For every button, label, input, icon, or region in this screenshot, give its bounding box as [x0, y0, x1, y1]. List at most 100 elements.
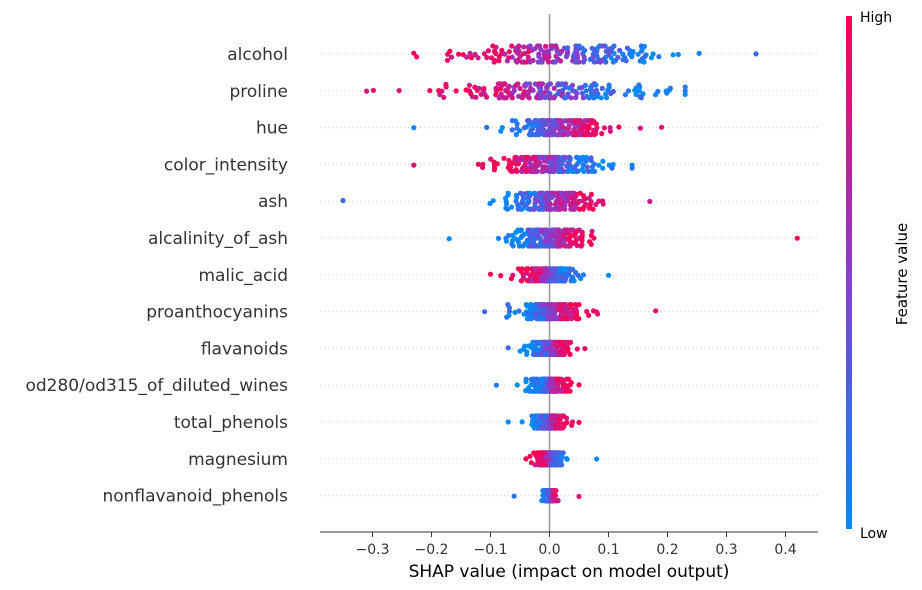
shap-point [468, 55, 475, 61]
shap-point [548, 95, 554, 101]
shap-point [565, 45, 571, 51]
shap-point [537, 95, 543, 101]
shap-point [574, 90, 580, 96]
shap-point [605, 272, 612, 278]
shap-point [503, 201, 510, 207]
shap-point [516, 43, 522, 49]
shap-point [528, 206, 534, 212]
shap-point [546, 154, 552, 160]
shap-point [495, 235, 502, 241]
shap-point [653, 308, 659, 314]
shap-point [574, 168, 580, 174]
shap-point [520, 243, 526, 249]
shap-point [523, 168, 530, 174]
shap-point [572, 206, 578, 212]
x-tick-label: 0.3 [715, 542, 737, 558]
shap-point [527, 243, 533, 249]
shap-point [557, 206, 563, 212]
shap-point [598, 95, 604, 101]
shap-point [550, 154, 556, 160]
shap-point [638, 95, 644, 101]
shap-point [622, 92, 629, 98]
shap-point [532, 190, 538, 196]
shap-point [582, 82, 589, 88]
shap-point [437, 91, 443, 98]
shap-point [443, 81, 449, 87]
shap-point [550, 266, 556, 272]
shap-point [580, 95, 587, 101]
shap-point [609, 165, 615, 171]
shap-point [576, 419, 582, 425]
shap-point [589, 228, 595, 234]
feature-label: ash [258, 192, 288, 212]
shap-point [544, 498, 551, 504]
x-axis-title: SHAP value (impact on model output) [409, 562, 730, 582]
shap-point [624, 45, 631, 51]
shap-point [547, 81, 553, 87]
shap-point [542, 450, 548, 456]
shap-point [589, 45, 595, 51]
shap-point [527, 453, 533, 459]
shap-point [504, 314, 510, 320]
shap-point [562, 316, 568, 322]
shap-point [553, 462, 559, 468]
shap-point [603, 59, 609, 65]
shap-point [516, 308, 522, 314]
shap-point [636, 82, 642, 88]
shap-point [519, 95, 525, 101]
shap-point [482, 309, 488, 315]
shap-point [453, 88, 459, 94]
shap-point [538, 413, 544, 419]
x-tick-label: −0.2 [415, 542, 449, 558]
shap-point [574, 154, 580, 160]
shap-point [493, 85, 499, 91]
shap-point [579, 237, 585, 244]
shap-point [528, 278, 534, 284]
shap-point [493, 92, 499, 98]
shap-point [659, 124, 665, 130]
shap-point [513, 192, 520, 198]
shap-point [537, 81, 544, 87]
shap-point [584, 118, 591, 124]
shap-point [615, 54, 621, 60]
shap-point [473, 94, 479, 100]
shap-point [563, 227, 569, 233]
shap-point [587, 56, 594, 63]
shap-point [543, 376, 549, 382]
shap-point [656, 54, 662, 60]
shap-point [596, 198, 602, 204]
shap-point [496, 58, 502, 64]
shap-point [485, 48, 491, 54]
shap-point [505, 190, 511, 196]
x-tick-label: 0.1 [597, 542, 619, 558]
shap-point [572, 59, 579, 65]
shap-point [441, 94, 447, 100]
shap-point [576, 43, 582, 49]
shap-point [588, 191, 595, 197]
shap-point [472, 84, 478, 90]
shap-point [481, 51, 487, 57]
shap-point [529, 413, 535, 419]
shap-point [594, 93, 600, 99]
shap-point [616, 124, 622, 130]
shap-point [568, 302, 574, 308]
shap-point [550, 376, 556, 382]
shap-point [585, 168, 591, 174]
shap-point [650, 51, 656, 57]
shap-point [534, 227, 541, 233]
shap-point [505, 233, 512, 239]
shap-point [551, 168, 557, 174]
shap-point [491, 59, 497, 65]
shap-point [603, 95, 610, 101]
shap-point [561, 132, 567, 138]
shap-point [506, 83, 512, 89]
shap-point [653, 92, 659, 98]
feature-label: proanthocyanins [146, 303, 288, 323]
shap-point [559, 190, 565, 196]
shap-point [501, 155, 507, 161]
feature-label: proline [230, 82, 289, 102]
shap-point [599, 85, 605, 91]
shap-point [488, 156, 494, 162]
shap-point [588, 132, 594, 138]
